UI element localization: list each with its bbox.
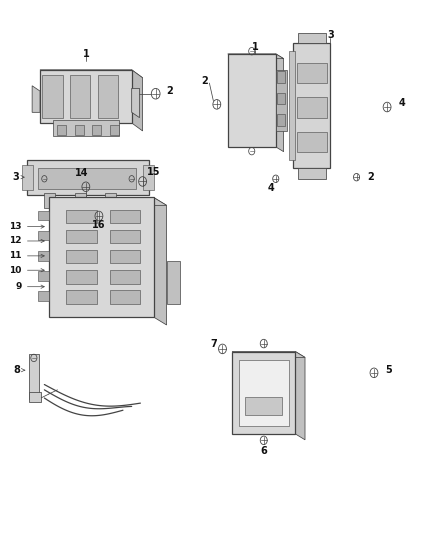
Bar — [66, 270, 97, 284]
Bar — [29, 392, 41, 402]
Text: 15: 15 — [147, 167, 160, 177]
Text: 16: 16 — [92, 220, 106, 230]
Bar — [66, 209, 97, 223]
Bar — [239, 360, 289, 426]
Text: 2: 2 — [167, 86, 173, 96]
Bar — [42, 75, 63, 118]
Bar — [57, 125, 66, 135]
Text: 8: 8 — [14, 365, 21, 375]
Bar — [21, 165, 32, 190]
Polygon shape — [32, 86, 40, 112]
Bar — [110, 270, 141, 284]
Bar — [66, 290, 97, 304]
Text: 14: 14 — [75, 168, 88, 179]
Text: 6: 6 — [260, 446, 267, 456]
Text: 4: 4 — [398, 98, 405, 108]
Polygon shape — [228, 54, 284, 59]
Bar — [38, 211, 49, 220]
Bar — [277, 71, 285, 83]
Bar — [110, 290, 141, 304]
Text: 10: 10 — [9, 266, 21, 274]
Bar — [110, 250, 141, 263]
Bar — [289, 51, 295, 160]
Bar — [92, 125, 101, 135]
Polygon shape — [40, 70, 143, 78]
Bar — [38, 271, 49, 281]
Bar — [38, 231, 49, 240]
Bar — [75, 193, 86, 208]
Text: 9: 9 — [15, 282, 21, 291]
Polygon shape — [153, 197, 166, 325]
Text: 3: 3 — [327, 30, 334, 40]
Bar — [53, 120, 119, 136]
Bar — [29, 354, 39, 399]
Bar — [293, 43, 330, 168]
Text: 11: 11 — [9, 252, 21, 260]
Bar — [110, 125, 119, 135]
Bar — [276, 70, 287, 131]
Bar — [228, 54, 276, 147]
Bar — [110, 230, 141, 243]
Text: 2: 2 — [367, 172, 374, 182]
Polygon shape — [232, 352, 305, 358]
Bar — [277, 114, 285, 126]
Bar — [75, 125, 84, 135]
Bar — [38, 168, 136, 189]
Bar — [66, 230, 97, 243]
Bar — [277, 93, 285, 104]
Polygon shape — [132, 88, 140, 118]
Polygon shape — [49, 197, 166, 205]
Text: 7: 7 — [210, 338, 217, 349]
Bar — [297, 132, 327, 152]
Polygon shape — [276, 54, 284, 152]
Bar — [297, 63, 327, 83]
Polygon shape — [297, 33, 326, 43]
Polygon shape — [295, 352, 305, 440]
Bar — [110, 209, 141, 223]
Bar — [70, 75, 90, 118]
Bar — [106, 193, 117, 208]
Bar — [297, 98, 327, 118]
Text: 5: 5 — [385, 365, 392, 375]
Bar — [245, 397, 283, 415]
Bar — [49, 197, 153, 317]
Text: 4: 4 — [267, 183, 274, 193]
Bar — [144, 165, 154, 190]
Bar — [40, 70, 132, 123]
Polygon shape — [132, 70, 143, 131]
Bar — [98, 75, 118, 118]
Text: 1: 1 — [82, 49, 89, 59]
Bar — [27, 160, 149, 195]
Polygon shape — [297, 168, 326, 179]
Text: 2: 2 — [201, 77, 208, 86]
Text: 12: 12 — [9, 237, 21, 246]
Bar — [232, 352, 295, 434]
Bar — [166, 261, 180, 304]
Text: 13: 13 — [9, 222, 21, 231]
Bar — [38, 292, 49, 301]
Text: 3: 3 — [13, 172, 19, 182]
Bar — [38, 251, 49, 261]
Text: 1: 1 — [252, 43, 258, 52]
Bar — [44, 193, 55, 208]
Bar — [66, 250, 97, 263]
